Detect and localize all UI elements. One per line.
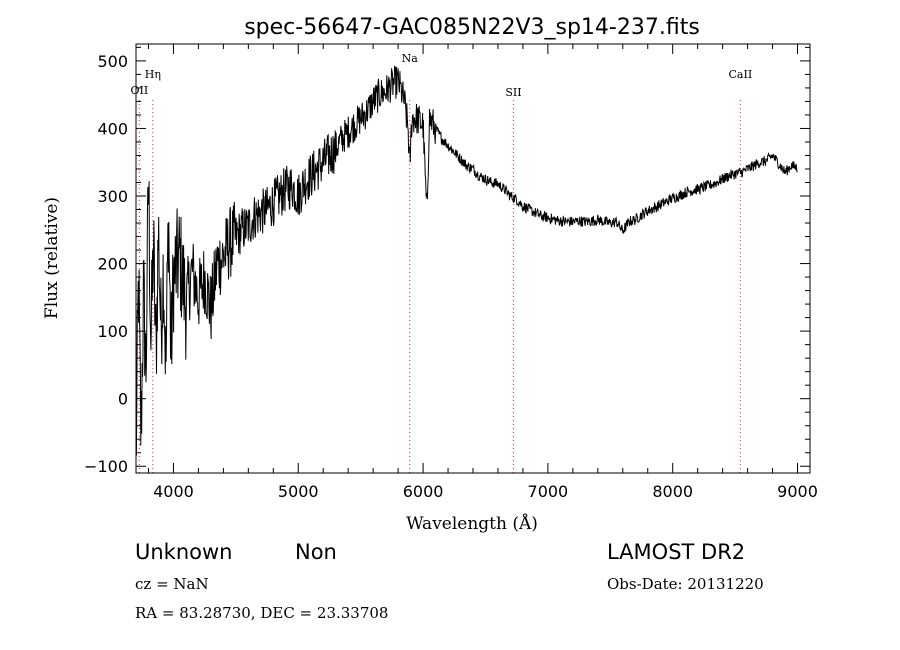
y-tick-label: 100 bbox=[97, 322, 128, 341]
redshift-text: cz = NaN bbox=[135, 575, 209, 593]
axis-ticks: 4000 5000 6000 7000 8000 9000 −100 0 100 200 300 40… bbox=[84, 44, 818, 501]
plot-frame bbox=[135, 43, 811, 474]
x-tick-label: 7000 bbox=[528, 482, 569, 501]
series-layer bbox=[135, 65, 798, 456]
y-tick-label: 500 bbox=[97, 52, 128, 71]
y-tick-label: 200 bbox=[97, 255, 128, 274]
line-marker-label: SII bbox=[505, 86, 521, 99]
line-markers: OII Hη Na SII CaII bbox=[131, 52, 753, 473]
x-tick-label: 5000 bbox=[278, 482, 319, 501]
spectrum-line bbox=[135, 65, 798, 456]
x-tick-label: 4000 bbox=[153, 482, 194, 501]
chart-title: spec-56647-GAC085N22V3_sp14-237.fits bbox=[244, 15, 700, 40]
coordinates-text: RA = 83.28730, DEC = 23.33708 bbox=[135, 604, 389, 622]
y-axis-label: Flux (relative) bbox=[42, 197, 62, 319]
line-marker-label: OII bbox=[131, 84, 149, 97]
y-tick-label: 0 bbox=[118, 390, 128, 409]
y-tick-label: −100 bbox=[84, 457, 128, 476]
y-tick-label: 300 bbox=[97, 187, 128, 206]
spectral-class: Unknown bbox=[135, 540, 233, 564]
spectral-subclass: Non bbox=[295, 540, 337, 564]
line-marker-label: Hη bbox=[145, 68, 161, 81]
x-axis-label: Wavelength (Å) bbox=[406, 513, 538, 534]
x-tick-label: 8000 bbox=[652, 482, 693, 501]
x-tick-label: 9000 bbox=[777, 482, 818, 501]
x-tick-label: 6000 bbox=[403, 482, 444, 501]
obs-date-text: Obs-Date: 20131220 bbox=[607, 575, 764, 593]
line-marker-label: Na bbox=[402, 52, 419, 65]
line-marker-label: CaII bbox=[729, 68, 753, 81]
y-tick-label: 400 bbox=[97, 119, 128, 138]
survey-name: LAMOST DR2 bbox=[607, 540, 746, 564]
